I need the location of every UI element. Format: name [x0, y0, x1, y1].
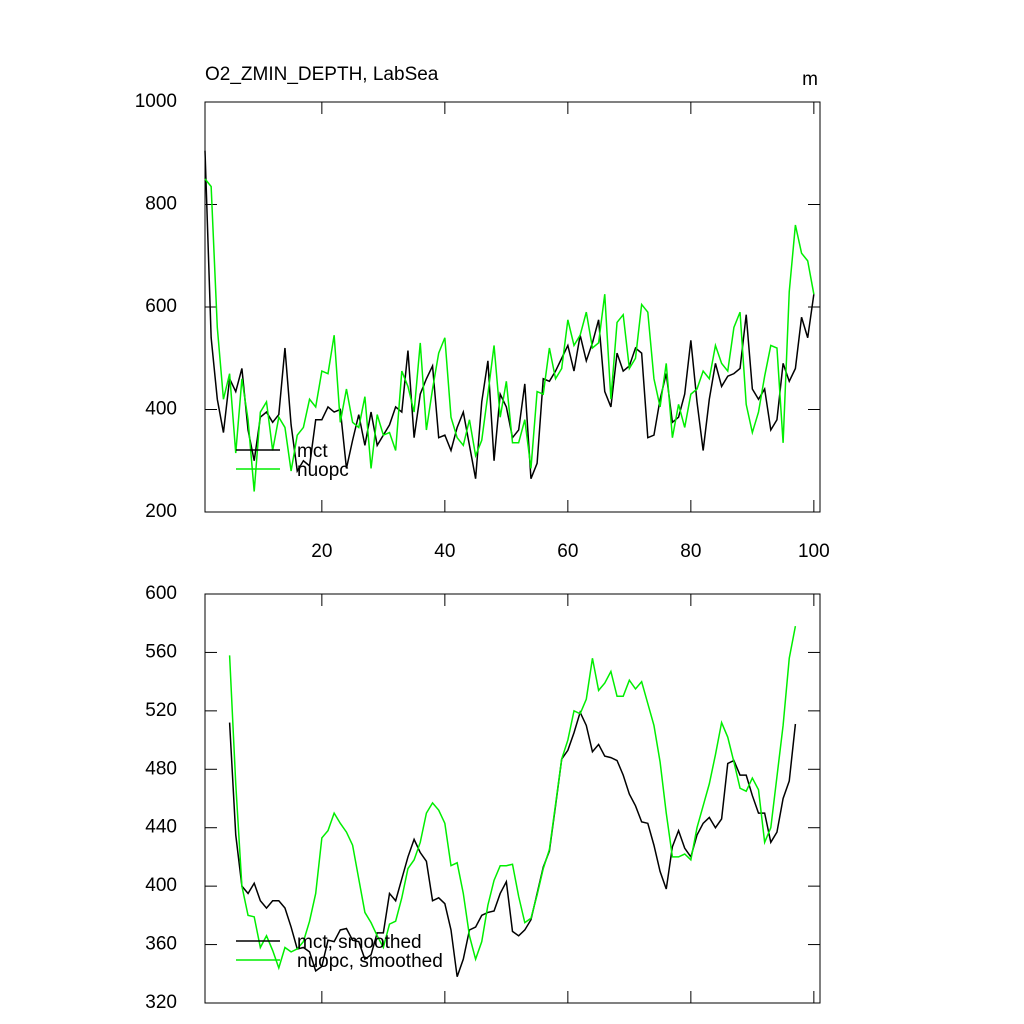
- x-tick-label: 100: [798, 541, 830, 562]
- y-tick-label: 520: [145, 700, 177, 721]
- plot-frame: [204, 593, 821, 1004]
- y-tick-label: 360: [145, 934, 177, 955]
- legend-label: mct, smoothed: [297, 932, 422, 953]
- legend-label: nuopc, smoothed: [297, 951, 443, 972]
- y-tick-label: 600: [145, 296, 177, 317]
- y-tick-label: 800: [145, 194, 177, 215]
- y-tick-label: 1000: [135, 91, 177, 112]
- x-tick-label: 40: [434, 541, 455, 562]
- x-tick-label: 80: [680, 541, 701, 562]
- chart-title: O2_ZMIN_DEPTH, LabSea: [205, 64, 439, 85]
- y-tick-label: 400: [145, 875, 177, 896]
- unit-label: m: [802, 69, 818, 90]
- y-tick-label: 560: [145, 641, 177, 662]
- panel: 320 360 400 440 480 520 560 600 mct, smoothednuo…: [145, 583, 821, 1013]
- x-tick-label: 20: [311, 541, 332, 562]
- y-tick-label: 480: [145, 758, 177, 779]
- y-tick-label: 320: [145, 992, 177, 1013]
- series-line: [228, 625, 797, 971]
- legend-label: nuopc: [297, 460, 349, 481]
- y-tick-label: 400: [145, 399, 177, 420]
- y-tick-label: 440: [145, 817, 177, 838]
- y-tick-label: 600: [145, 583, 177, 604]
- series-line: [204, 150, 815, 479]
- legend-label: mct: [297, 441, 328, 462]
- series-line: [204, 178, 815, 492]
- y-tick-label: 200: [145, 501, 177, 522]
- panel: O2_ZMIN_DEPTH, LabSea m 200 400 600 800 1000 20…: [135, 64, 830, 562]
- x-tick-label: 60: [557, 541, 578, 562]
- series-line: [228, 710, 797, 977]
